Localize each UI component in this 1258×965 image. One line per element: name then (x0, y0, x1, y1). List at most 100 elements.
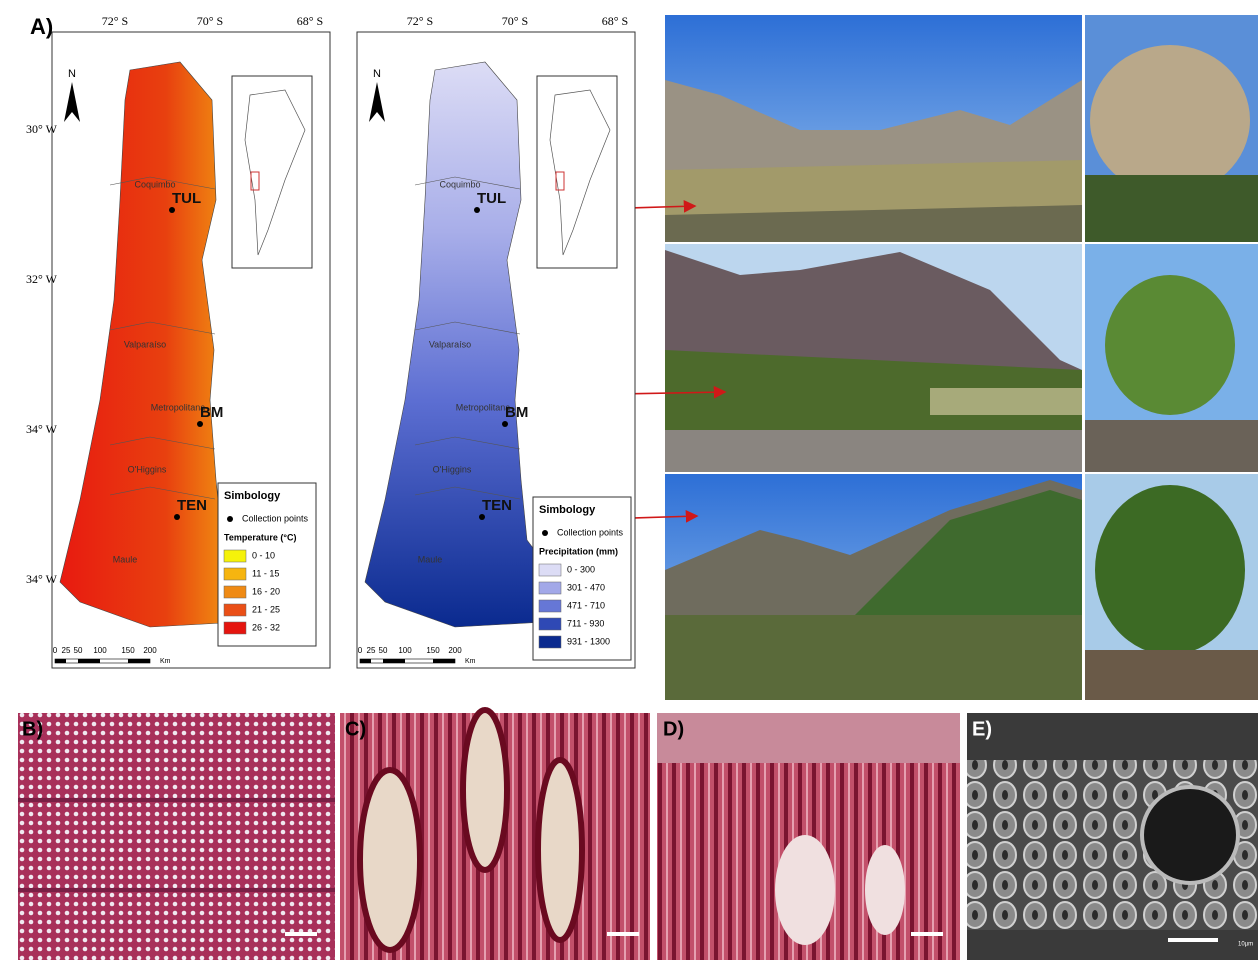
legend-swatch (224, 622, 246, 634)
legend-swatch (224, 550, 246, 562)
region-label: O'Higgins (433, 464, 472, 474)
lat-tick-label: 34° W (26, 572, 58, 586)
collection-point (474, 207, 480, 213)
lon-tick-label: 68° S (297, 14, 323, 28)
site-label: BM (200, 404, 223, 421)
map: 72° S 70° S 68° S N Coquimbo Valparaíso Metrop… (357, 14, 635, 668)
region-label: Metropolitana (151, 402, 206, 412)
legend-entry: 711 - 930 (567, 618, 604, 628)
scale-unit: Km (160, 658, 171, 665)
lon-tick-label: 70° S (197, 14, 223, 28)
region-label: Valparaíso (124, 339, 166, 349)
legend-entry: 301 - 470 (567, 582, 605, 592)
collection-point (502, 421, 508, 427)
lat-tick-label: 30° W (26, 122, 58, 136)
site-label: BM (505, 404, 528, 421)
north-label: N (373, 68, 381, 80)
region-label: O'Higgins (128, 464, 167, 474)
micrograph-e: 10µm (967, 713, 1258, 960)
legend-entry: Collection points (557, 527, 624, 537)
micrograph-c (340, 710, 650, 960)
panel-label: A) (30, 14, 53, 39)
legend-swatch (224, 604, 246, 616)
legend-swatch (224, 586, 246, 598)
site-label: TUL (477, 190, 506, 207)
legend-title: Simbology (224, 490, 281, 502)
lon-tick-label: 72° S (102, 14, 128, 28)
legend-entry: 21 - 25 (252, 604, 280, 614)
legend-entry: 26 - 32 (252, 622, 280, 632)
region-label: Coquimbo (134, 179, 175, 189)
legend-swatch (224, 568, 246, 580)
scale-label: 25 (62, 646, 71, 655)
site-label: TEN (177, 497, 207, 514)
site-label: TUL (172, 190, 201, 207)
panel-label: C) (345, 718, 366, 740)
legend-swatch (539, 582, 561, 594)
inset-map (232, 76, 312, 268)
micrograph-b (18, 713, 335, 960)
panel-label: E) (972, 718, 992, 740)
legend-swatch (539, 618, 561, 630)
lon-tick-label: 72° S (407, 14, 433, 28)
scale-label: 10µm (1238, 942, 1253, 948)
collection-point (174, 514, 180, 520)
scale-bar (128, 659, 150, 663)
collection-point (169, 207, 175, 213)
legend-swatch (539, 600, 561, 612)
region-label: Metropolitana (456, 402, 511, 412)
photo-site-bm (665, 244, 1258, 472)
legend-title: Simbology (539, 504, 596, 516)
scale-unit: Km (465, 658, 476, 665)
lat-tick-label: 34° W (26, 422, 58, 436)
legend-entry: 16 - 20 (252, 586, 280, 596)
scale-label: 150 (121, 646, 135, 655)
region-label: Coquimbo (439, 179, 480, 189)
legend-variable: Precipitation (mm) (539, 546, 618, 556)
scale-label: 100 (398, 646, 412, 655)
scale-label: 100 (93, 646, 107, 655)
scale-label: 200 (448, 646, 462, 655)
scale-label: 50 (379, 646, 388, 655)
scale-label: 0 (53, 646, 58, 655)
scale-bar (383, 659, 405, 663)
legend-entry: Collection points (242, 513, 309, 523)
scale-bar (78, 659, 100, 663)
legend-entry: 0 - 10 (252, 550, 275, 560)
legend-swatch (539, 564, 561, 576)
scale-bar (360, 659, 371, 663)
scale-label: 25 (367, 646, 376, 655)
legend-entry: 471 - 710 (567, 600, 605, 610)
panel-label: B) (22, 718, 43, 740)
scale-label: 150 (426, 646, 440, 655)
north-label: N (68, 68, 76, 80)
map: 72° S 70° S 68° S 30° W 32° W 34° W 34° W N Coqu… (26, 14, 330, 668)
scale-label: 200 (143, 646, 157, 655)
legend-swatch (539, 636, 561, 648)
lon-tick-label: 70° S (502, 14, 528, 28)
legend-entry: 0 - 300 (567, 564, 595, 574)
legend-point (227, 516, 233, 522)
region-label: Valparaíso (429, 339, 471, 349)
legend-entry: 11 - 15 (252, 568, 279, 578)
collection-point (479, 514, 485, 520)
region-label: Maule (113, 554, 138, 564)
region-label: Maule (418, 554, 443, 564)
photo-site-ten (665, 474, 1258, 700)
micrograph-d (657, 713, 960, 960)
scale-label: 50 (74, 646, 83, 655)
scale-label: 0 (358, 646, 363, 655)
scale-bar (55, 659, 66, 663)
figure: 10µm A) B) C) D) E) 72° S 70° S 68° S 30° W… (0, 0, 1258, 960)
collection-point (197, 421, 203, 427)
legend-variable: Temperature (°C) (224, 532, 296, 542)
panel-label: D) (663, 718, 684, 740)
scale-bar (433, 659, 455, 663)
lat-tick-label: 32° W (26, 272, 58, 286)
legend-point (542, 530, 548, 536)
site-label: TEN (482, 497, 512, 514)
inset-map (537, 76, 617, 268)
legend-entry: 931 - 1300 (567, 636, 610, 646)
lon-tick-label: 68° S (602, 14, 628, 28)
photo-site-tul (665, 15, 1258, 242)
